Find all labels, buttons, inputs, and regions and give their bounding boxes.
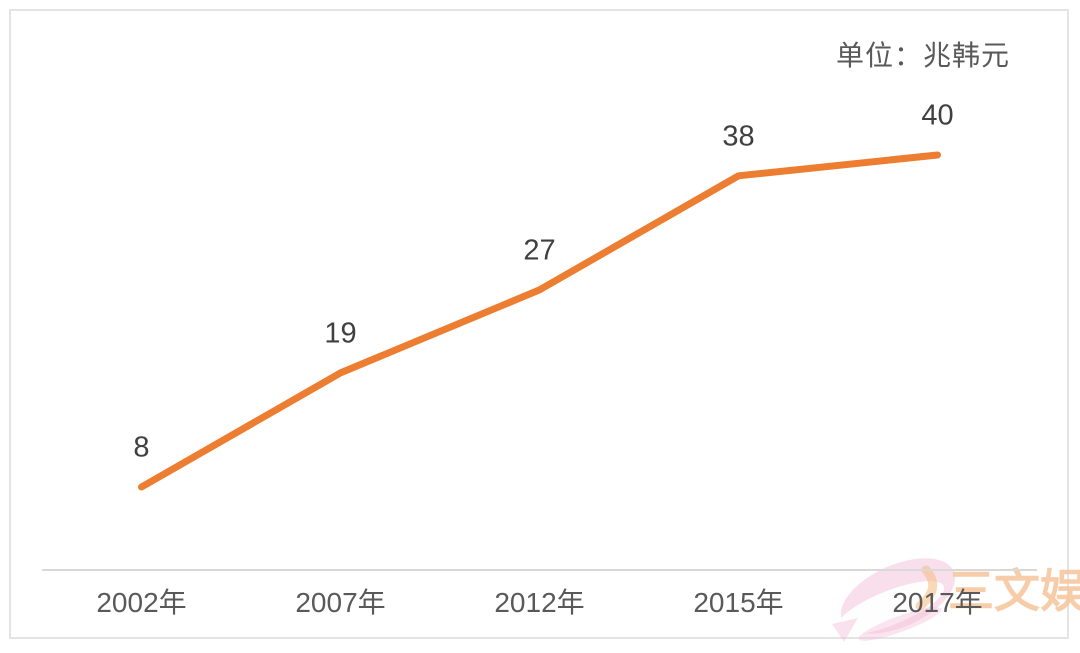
x-tick-label: 2002年 [96, 587, 187, 618]
x-tick-label: 2017年 [892, 587, 983, 618]
x-axis-line [42, 569, 1037, 571]
x-tick-label: 2007年 [295, 587, 386, 618]
trend-line [138, 151, 941, 491]
data-label: 19 [324, 317, 357, 350]
data-label: 38 [722, 120, 755, 153]
data-label: 27 [523, 234, 556, 267]
unit-label: 单位：兆韩元 [835, 40, 1010, 71]
data-label: 40 [921, 99, 954, 132]
x-tick-label: 2015年 [693, 587, 784, 618]
data-label: 8 [133, 431, 150, 464]
x-tick-label: 2012年 [494, 587, 585, 618]
